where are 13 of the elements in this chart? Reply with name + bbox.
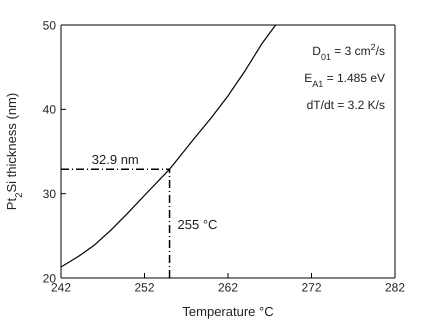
ref-line-label: 32.9 nm bbox=[92, 152, 139, 168]
annotation: dT/dt = 3.2 K/s bbox=[306, 98, 385, 112]
annotation: E$_{A1}$ = 1.485 eV bbox=[304, 71, 385, 89]
y-tick-label: 30 bbox=[42, 186, 56, 201]
x-tick-label: 272 bbox=[301, 280, 322, 295]
x-tick-label: 282 bbox=[384, 280, 406, 295]
annotation: D$_{01}$ = 3 cm$^{2}$/s bbox=[312, 42, 385, 62]
x-axis-title: Temperature °C bbox=[182, 304, 274, 319]
x-tick-label: 262 bbox=[218, 280, 238, 295]
y-tick-label: 40 bbox=[42, 102, 56, 117]
ref-line-label: 255 °C bbox=[178, 217, 218, 232]
x-tick-label: 252 bbox=[134, 280, 155, 295]
y-tick-label: 50 bbox=[42, 18, 56, 32]
